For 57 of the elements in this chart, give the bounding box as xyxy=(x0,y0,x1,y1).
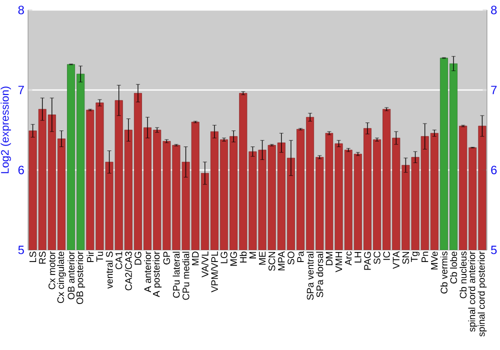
x-tick-label: MVe xyxy=(431,252,438,270)
y2-tick-label: 6 xyxy=(491,166,497,174)
x-tick-label: Cx cingulate xyxy=(57,252,66,303)
x-tick-label: CPu lateral xyxy=(172,252,180,298)
x-tick-label: RS xyxy=(38,252,46,264)
x-tick-label: Tu xyxy=(96,252,104,262)
x-tick-label: OB posterior xyxy=(76,251,86,304)
x-tick-label: ventral S xyxy=(106,252,113,289)
x-tick-label: SCN xyxy=(268,252,276,271)
x-tick-label: VA/VL xyxy=(201,251,208,278)
x-tick-label: Cb lobe xyxy=(450,252,458,284)
x-tick-label: Cb vermis xyxy=(440,252,448,294)
y-tick-label: 6 xyxy=(18,166,24,174)
x-tick-label: A posterior xyxy=(152,251,162,298)
x-tick-label: SPa ventral xyxy=(306,252,314,300)
x-tick-label: CPu medial xyxy=(182,252,190,300)
x-tick-label: LS xyxy=(29,252,36,262)
x-tick-label: MD xyxy=(192,252,199,266)
x-tick-label: SN xyxy=(402,252,410,264)
x-tick-label: Cb nucleus xyxy=(460,252,467,298)
x-tick-label: LH xyxy=(354,252,362,263)
y2-tick-label: 5 xyxy=(491,246,497,254)
y2-tick-label: 7 xyxy=(491,86,497,94)
x-tick-label: Pir xyxy=(86,251,94,262)
x-tick-label: LG xyxy=(220,252,228,264)
x-tick-label: CA1 xyxy=(115,252,122,270)
x-tick-label: GP xyxy=(163,252,170,264)
y-tick-label: 5 xyxy=(18,246,24,254)
y-axis-title: Log2 (expression) xyxy=(0,86,11,174)
x-tick-label: ME xyxy=(259,252,266,265)
x-tick-label: SPa dorsal xyxy=(316,252,324,298)
x-tick-label: A anterior xyxy=(144,251,152,292)
x-tick-label: Arc xyxy=(345,251,352,266)
x-tick-label: Hb xyxy=(240,252,247,263)
x-tick-label: DM xyxy=(326,252,332,266)
x-tick-label: Cx motor xyxy=(48,251,56,290)
x-tick-label: spinal cord anterior xyxy=(468,251,478,332)
x-tick-label: CA2/CA3 xyxy=(124,252,132,290)
x-tick-label: Tg xyxy=(411,252,420,262)
x-tick-label: M xyxy=(249,252,256,258)
x-tick-label: Pa xyxy=(297,251,304,262)
y-tick-label: 7 xyxy=(18,86,24,94)
x-tick-label: Pn xyxy=(422,252,428,262)
x-tick-label: SC xyxy=(374,252,380,264)
x-tick-label: PAG xyxy=(364,252,371,270)
x-tick-label: SO xyxy=(288,252,294,264)
x-tick-label: VTA xyxy=(392,251,400,269)
x-tick-label: MPA xyxy=(278,251,285,270)
x-tick-label: IC xyxy=(383,252,390,260)
x-tick-label: OB anterior xyxy=(68,251,75,300)
x-tick-label: spinal cord posterior xyxy=(478,251,487,336)
x-tick-label: VMH xyxy=(336,252,342,272)
x-tick-label: MG xyxy=(230,252,237,266)
x-tick-label: VPM/VPL xyxy=(210,252,218,292)
x-tick-label: DG xyxy=(134,252,142,265)
y-tick-label: 8 xyxy=(18,6,24,14)
y2-tick-label: 8 xyxy=(491,6,497,14)
